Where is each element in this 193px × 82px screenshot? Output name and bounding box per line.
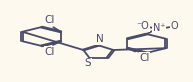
- Text: O: O: [170, 21, 178, 31]
- Text: N: N: [96, 34, 103, 44]
- Text: Cl: Cl: [45, 15, 55, 25]
- Text: ⁻O: ⁻O: [136, 21, 149, 31]
- Text: Cl: Cl: [44, 47, 55, 57]
- Text: Cl: Cl: [139, 53, 150, 63]
- Text: S: S: [85, 58, 91, 68]
- Text: N⁺: N⁺: [153, 23, 166, 33]
